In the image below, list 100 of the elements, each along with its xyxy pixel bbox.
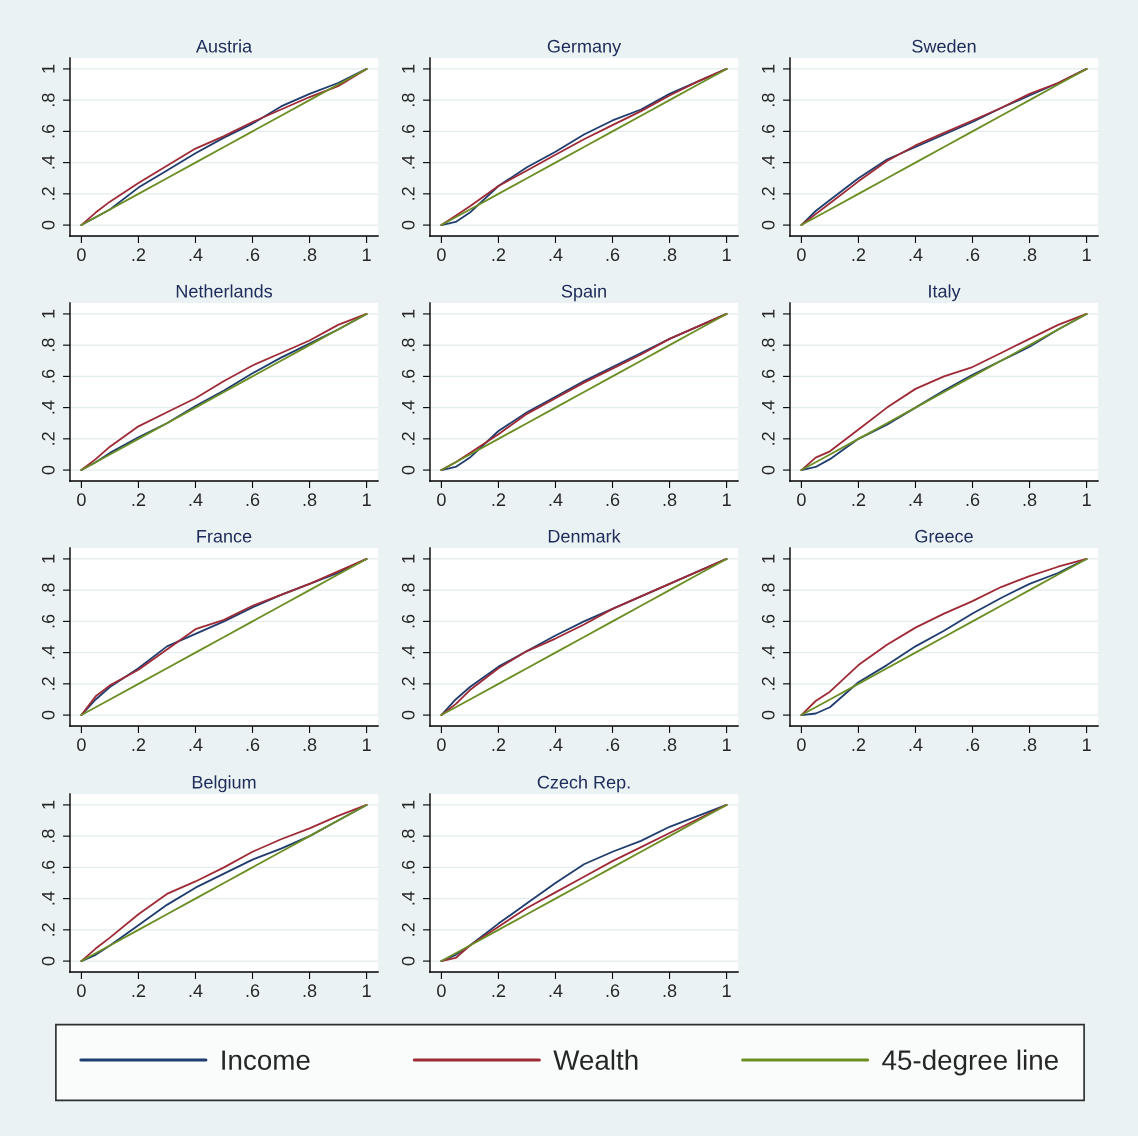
y-tick-label: .2: [401, 677, 415, 690]
y-tick-label: 1: [402, 64, 415, 73]
x-tick-label: .8: [663, 493, 677, 507]
x-tick-label: .8: [1023, 738, 1037, 752]
line-series: [440, 313, 728, 471]
x-tick-label: .8: [303, 493, 317, 507]
y-tick-label: 0: [761, 710, 775, 720]
x-tick-label: .2: [492, 493, 506, 506]
x-tick-label: .6: [966, 738, 980, 752]
x-tick-label: .6: [246, 248, 260, 262]
x-tick-label: .8: [663, 248, 677, 262]
y-tick-label: .4: [42, 891, 55, 905]
y-tick-label: .6: [761, 124, 775, 138]
y-tick-label: .6: [401, 124, 415, 138]
y-tick-label: .6: [41, 860, 55, 874]
y-tick-label: .6: [401, 614, 415, 628]
x-tick-label: .8: [303, 248, 317, 262]
y-tick-label: 0: [401, 465, 415, 475]
line-series: [440, 558, 728, 716]
y-tick-label: 0: [41, 465, 55, 475]
x-tick-label: .4: [909, 493, 923, 506]
x-tick-label: 0: [797, 493, 806, 507]
x-tick-label: .2: [492, 984, 506, 997]
y-tick-label: .8: [401, 338, 415, 352]
y-tick-label: .2: [761, 677, 775, 690]
y-tick-label: .6: [41, 614, 55, 628]
x-tick-label: .4: [549, 248, 563, 261]
line-series: [800, 558, 1088, 716]
x-tick-label: 1: [362, 493, 371, 506]
x-tick-label: .4: [549, 493, 563, 506]
x-tick-label: 0: [77, 493, 86, 507]
y-tick-label: .8: [401, 583, 415, 597]
x-tick-label: 0: [77, 984, 86, 998]
y-tick-label: 1: [42, 554, 55, 563]
y-tick-label: .8: [761, 93, 775, 107]
chart-title: Netherlands: [176, 284, 273, 298]
x-tick-label: 1: [722, 984, 731, 997]
y-tick-label: .4: [402, 400, 415, 414]
x-tick-label: .4: [189, 738, 203, 751]
y-tick-label: .2: [761, 432, 775, 445]
x-tick-label: .2: [132, 984, 146, 997]
chart-title: Spain: [561, 284, 606, 302]
x-tick-label: .2: [492, 738, 506, 751]
y-tick-label: .2: [401, 187, 415, 200]
y-tick-label: .8: [761, 338, 775, 352]
y-tick-label: .2: [41, 923, 55, 936]
y-tick-label: 0: [41, 956, 55, 966]
x-tick-label: .6: [966, 493, 980, 507]
line-series: [80, 804, 368, 962]
y-tick-label: .6: [761, 614, 775, 628]
y-tick-label: .8: [41, 829, 55, 843]
line-series: [80, 313, 368, 471]
x-tick-label: .2: [852, 248, 866, 261]
x-tick-label: .2: [852, 738, 866, 751]
y-tick-label: 0: [401, 956, 415, 966]
x-tick-label: 0: [797, 248, 806, 262]
y-tick-label: 0: [401, 220, 415, 230]
chart-title: Greece: [915, 529, 973, 543]
y-tick-label: .4: [762, 155, 775, 169]
x-tick-label: .8: [303, 984, 317, 998]
chart-title: Italy: [929, 284, 961, 302]
y-tick-label: .2: [41, 187, 55, 200]
y-tick-label: 0: [41, 220, 55, 230]
x-tick-label: .2: [492, 248, 506, 261]
x-tick-label: 0: [437, 984, 446, 998]
line-series: [440, 804, 728, 962]
x-tick-label: .6: [606, 738, 620, 752]
y-tick-label: .8: [41, 583, 55, 597]
x-tick-label: .2: [132, 248, 146, 261]
y-tick-label: .4: [762, 400, 775, 414]
y-tick-label: .4: [402, 891, 415, 905]
x-tick-label: .4: [909, 248, 923, 261]
x-tick-label: .6: [606, 493, 620, 507]
y-tick-label: .6: [401, 369, 415, 383]
x-tick-label: 1: [722, 738, 731, 751]
y-tick-label: .4: [762, 645, 775, 659]
x-tick-label: 0: [77, 248, 86, 262]
legend-label: 45-degree line: [882, 1049, 1058, 1076]
y-tick-label: 1: [762, 554, 775, 563]
x-tick-label: .8: [1023, 493, 1037, 507]
chart-title: Czech Rep.: [537, 775, 630, 793]
chart-title: Denmark: [548, 529, 621, 543]
x-tick-label: .6: [246, 493, 260, 507]
x-tick-label: 1: [722, 248, 731, 261]
x-tick-label: 1: [1082, 493, 1091, 506]
x-tick-label: .6: [606, 984, 620, 998]
y-tick-label: 0: [401, 710, 415, 720]
x-tick-label: .4: [549, 984, 563, 997]
y-tick-label: .2: [761, 187, 775, 200]
x-tick-label: .2: [852, 493, 866, 506]
chart-title: Germany: [547, 39, 622, 57]
line-series: [80, 558, 368, 716]
y-tick-label: .4: [42, 645, 55, 659]
y-tick-label: .8: [761, 583, 775, 597]
x-tick-label: .8: [663, 738, 677, 752]
x-tick-label: .4: [189, 493, 203, 506]
x-tick-label: 1: [1082, 248, 1091, 261]
y-tick-label: .6: [401, 860, 415, 874]
x-tick-label: .6: [246, 984, 260, 998]
x-tick-label: .8: [663, 984, 677, 998]
